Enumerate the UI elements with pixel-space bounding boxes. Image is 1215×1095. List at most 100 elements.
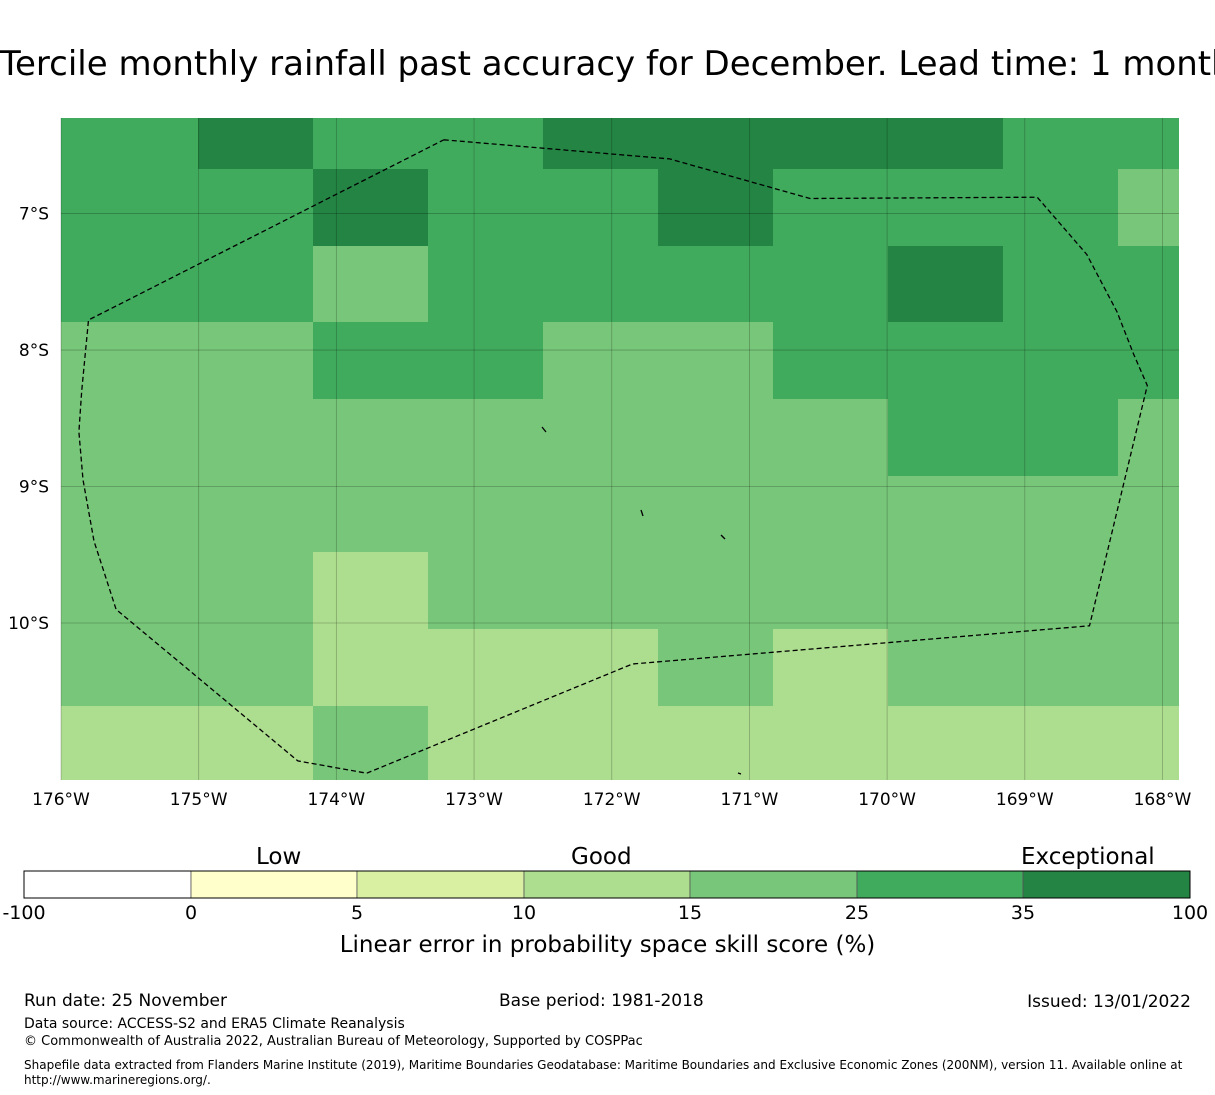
skill-cell	[773, 118, 888, 169]
skill-cell	[1118, 476, 1179, 552]
longitude-label: 171°W	[721, 790, 779, 810]
skill-map: 176°W 175°W 174°W 173°W 172°W 171°W 170°W 169°W…	[8, 118, 1192, 810]
skill-cell	[658, 552, 773, 629]
cb-tick: 100	[1171, 902, 1209, 924]
cb-tick: 5	[350, 902, 364, 924]
skill-cell	[1118, 399, 1179, 476]
longitude-label: 174°W	[307, 790, 365, 810]
skill-cell	[888, 118, 1003, 169]
longitude-label: 170°W	[858, 790, 916, 810]
skill-cell	[543, 246, 658, 322]
skill-cell	[543, 552, 658, 629]
cb-tick: 35	[1010, 902, 1036, 924]
skill-cell	[1003, 476, 1118, 552]
skill-cell	[888, 322, 1003, 399]
skill-cell	[198, 399, 313, 476]
skill-cell	[313, 246, 428, 322]
skill-cell	[198, 476, 313, 552]
skill-cell	[428, 169, 543, 246]
skill-cell	[773, 552, 888, 629]
skill-cell	[61, 322, 198, 399]
islands	[541, 426, 742, 775]
skill-cell	[61, 118, 198, 169]
skill-cell	[198, 629, 313, 706]
skill-cell	[61, 476, 198, 552]
skill-cell	[1003, 399, 1118, 476]
skill-cell	[61, 629, 198, 706]
skill-cell	[773, 169, 888, 246]
skill-cell	[313, 118, 428, 169]
skill-cell	[658, 629, 773, 706]
cb-tick: 25	[844, 902, 870, 924]
skill-cell	[543, 629, 658, 706]
colorbar-frame	[23, 870, 1191, 899]
skill-cell	[313, 552, 428, 629]
skill-cell	[543, 322, 658, 399]
skill-cell	[1118, 629, 1179, 706]
skill-cell	[313, 629, 428, 706]
skill-cell	[313, 399, 428, 476]
skill-cell	[1003, 118, 1118, 169]
island	[541, 426, 547, 433]
skill-cell	[428, 399, 543, 476]
longitude-label: 176°W	[32, 790, 90, 810]
skill-cell	[1003, 322, 1118, 399]
skill-cell	[658, 322, 773, 399]
skill-cell	[543, 476, 658, 552]
category-exceptional: Exceptional	[1021, 844, 1155, 870]
category-low: Low	[256, 844, 302, 870]
skill-cell	[658, 706, 773, 780]
skill-cell	[888, 706, 1003, 780]
skill-cell	[1118, 246, 1179, 322]
skill-cell	[773, 399, 888, 476]
skill-cell	[61, 552, 198, 629]
skill-cell	[888, 399, 1003, 476]
island	[720, 534, 726, 540]
skill-cell	[428, 706, 543, 780]
skill-cell	[198, 118, 313, 169]
cb-tick: -100	[2, 902, 46, 924]
island	[737, 772, 742, 775]
run-date: Run date: 25 November	[24, 991, 227, 1011]
longitude-label: 175°W	[170, 790, 228, 810]
skill-cell	[1003, 169, 1118, 246]
skill-cell	[313, 476, 428, 552]
cb-tick: 0	[184, 902, 198, 924]
skill-cell	[313, 322, 428, 399]
skill-cell	[428, 246, 543, 322]
skill-cell	[1118, 706, 1179, 780]
colorbar-swatch	[23, 870, 192, 899]
colorbar-label: Linear error in probability space skill …	[339, 932, 876, 958]
skill-cell	[658, 399, 773, 476]
skill-cell	[888, 246, 1003, 322]
skill-cell	[61, 399, 198, 476]
shapefile-credit: Shapefile data extracted from Flanders M…	[24, 1058, 1183, 1087]
skill-cell	[773, 246, 888, 322]
data-source: Data source: ACCESS-S2 and ERA5 Climate …	[24, 1016, 405, 1032]
chart-title: Tercile monthly rainfall past accuracy f…	[0, 44, 1215, 84]
skill-cell	[61, 169, 198, 246]
longitude-label: 173°W	[445, 790, 503, 810]
issued-date: Issued: 13/01/2022	[1027, 992, 1191, 1012]
skill-cell	[888, 169, 1003, 246]
longitude-label: 168°W	[1134, 790, 1192, 810]
skill-cell	[198, 246, 313, 322]
latitude-label: 7°S	[19, 205, 49, 225]
skill-cell	[658, 476, 773, 552]
skill-cell	[543, 399, 658, 476]
skill-cell	[1003, 706, 1118, 780]
skill-cell	[773, 322, 888, 399]
skill-cell	[428, 552, 543, 629]
skill-cell	[428, 629, 543, 706]
skill-cell	[543, 706, 658, 780]
skill-cell	[428, 476, 543, 552]
skill-cell	[313, 706, 428, 780]
skill-cell	[888, 476, 1003, 552]
colorbar-swatch	[1022, 870, 1191, 899]
skill-cell	[658, 118, 773, 169]
skill-cell	[1118, 169, 1179, 246]
skill-cell	[198, 169, 313, 246]
skill-cell	[773, 706, 888, 780]
skill-cell	[198, 706, 313, 780]
skill-cell	[543, 118, 658, 169]
